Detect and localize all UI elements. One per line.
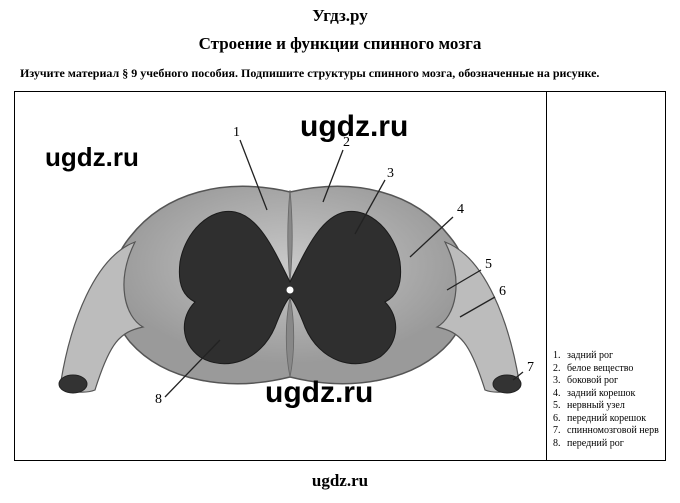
watermark-3: ugdz.ru [265,376,373,410]
legend-num: 3. [553,375,567,387]
legend-text: передний корешок [567,413,661,425]
image-area: 1 2 3 4 5 6 7 8 ugdz.ru ugdz.ru ugdz.ru [15,92,547,460]
callout-3: 3 [387,166,394,182]
legend-text: нервный узел [567,400,661,412]
legend-item: 5. нервный узел [553,400,661,412]
legend-text: боковой рог [567,375,661,387]
legend-item: 4. задний корешок [553,388,661,400]
callout-5: 5 [485,257,492,273]
legend-num: 5. [553,400,567,412]
figure-container: 1 2 3 4 5 6 7 8 ugdz.ru ugdz.ru ugdz.ru … [14,91,666,461]
page-title: Строение и функции спинного мозга [0,26,680,66]
legend-num: 8. [553,438,567,450]
callout-1: 1 [233,125,240,141]
legend-item: 1. задний рог [553,350,661,362]
legend-text: задний корешок [567,388,661,400]
watermark-2: ugdz.ru [300,110,408,144]
legend-item: 6. передний корешок [553,413,661,425]
legend-text: задний рог [567,350,661,362]
legend-text: белое вещество [567,363,661,375]
callout-7: 7 [527,360,534,376]
header-link: Угдз.ру [0,0,680,26]
callout-4: 4 [457,202,464,218]
legend-item: 3. боковой рог [553,375,661,387]
legend-item: 2. белое вещество [553,363,661,375]
legend-list: 1. задний рог 2. белое вещество 3. боков… [553,350,661,450]
instruction-text: Изучите материал § 9 учебного пособия. П… [0,66,680,91]
legend-num: 7. [553,425,567,437]
callout-6: 6 [499,284,506,300]
legend-text: передний рог [567,438,661,450]
legend-text: спинномозговой нерв [567,425,661,437]
legend-num: 4. [553,388,567,400]
callout-8: 8 [155,392,162,408]
legend-item: 7. спинномозговой нерв [553,425,661,437]
watermark-1: ugdz.ru [45,142,139,173]
footer-link: ugdz.ru [0,461,680,491]
legend-num: 1. [553,350,567,362]
legend-num: 2. [553,363,567,375]
legend-item: 8. передний рог [553,438,661,450]
legend-num: 6. [553,413,567,425]
legend-area: 1. задний рог 2. белое вещество 3. боков… [547,92,665,460]
